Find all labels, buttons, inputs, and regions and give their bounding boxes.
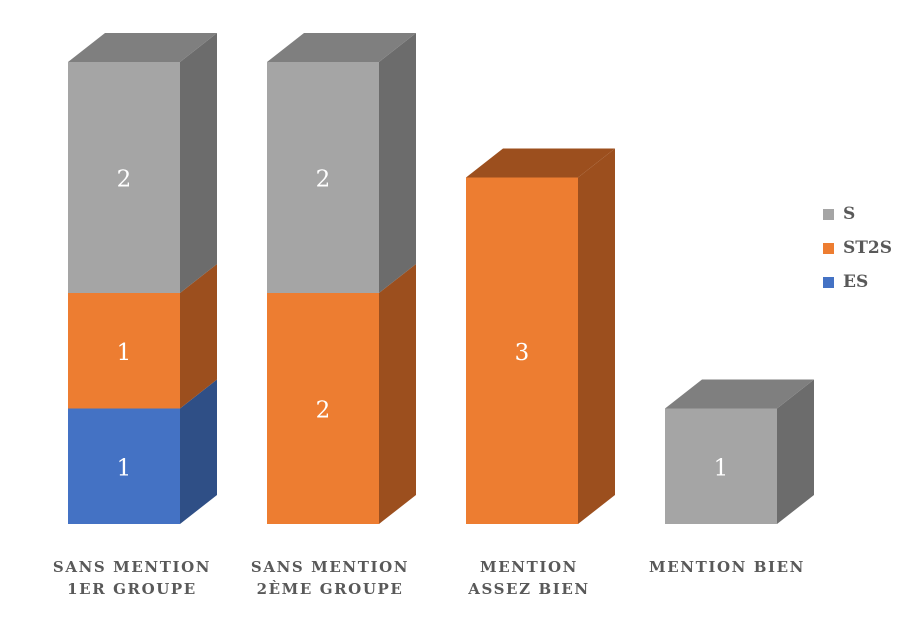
category-label-4: MENTION BIEN xyxy=(632,556,822,578)
category-label-3: MENTION ASSEZ BIEN xyxy=(434,556,624,600)
category-label-line: ASSEZ BIEN xyxy=(468,580,590,598)
bar-s-1 xyxy=(68,62,180,293)
category-label-line: MENTION BIEN xyxy=(649,558,805,576)
data-label-es-1: 1 xyxy=(117,455,132,481)
category-label-line: SANS MENTION xyxy=(250,558,410,576)
bar-side-st2s-3 xyxy=(578,148,615,524)
bar-top-s-1 xyxy=(68,33,217,62)
bar-st2s-2 xyxy=(267,293,379,524)
category-label-line: 1ER GROUPE xyxy=(67,580,197,598)
data-label-st2s-2: 2 xyxy=(316,398,331,424)
bar-group-4 xyxy=(665,379,814,524)
bar-group-1 xyxy=(68,33,217,524)
bar-top-st2s-3 xyxy=(466,148,615,178)
bar-st2s-1 xyxy=(68,293,180,409)
bar-side-st2s-1 xyxy=(180,264,217,409)
legend-item-st2s: ST2S xyxy=(823,231,892,265)
data-label-s-2: 2 xyxy=(316,167,331,193)
data-label-st2s-3: 3 xyxy=(515,340,530,366)
category-label-line: SANS MENTION xyxy=(52,558,212,576)
category-label-2: SANS MENTION 2ÈME GROUPE xyxy=(235,556,425,600)
legend-label: ST2S xyxy=(843,238,893,258)
bar-top-s-2 xyxy=(267,33,416,62)
bar-s-4 xyxy=(665,408,777,524)
legend-item-s: S xyxy=(823,197,892,231)
bar-top-s-4 xyxy=(665,379,814,409)
legend-swatch xyxy=(823,208,834,220)
data-label-s-1: 2 xyxy=(117,167,132,193)
legend-swatch xyxy=(823,242,834,254)
legend: S ST2S ES xyxy=(823,197,892,299)
category-label-line: MENTION xyxy=(480,558,578,576)
bar-s-2 xyxy=(267,62,379,293)
data-label-st2s-1: 1 xyxy=(117,340,132,366)
legend-label: ES xyxy=(843,272,869,292)
legend-item-es: ES xyxy=(823,265,892,299)
legend-swatch xyxy=(823,276,834,288)
bar-side-s-4 xyxy=(777,379,814,524)
bar-es-1 xyxy=(68,408,180,524)
data-label-s-4: 1 xyxy=(714,455,729,481)
bar-st2s-3 xyxy=(466,177,578,524)
bar-side-st2s-2 xyxy=(379,264,416,524)
bar-group-2 xyxy=(267,33,416,524)
bar-side-s-1 xyxy=(180,33,217,293)
category-label-line: 2ÈME GROUPE xyxy=(256,580,404,598)
bar-side-es-1 xyxy=(180,379,217,524)
legend-label: S xyxy=(843,204,856,224)
category-label-1: SANS MENTION 1ER GROUPE xyxy=(37,556,227,600)
bar-group-3 xyxy=(466,148,615,524)
bar-side-s-2 xyxy=(379,33,416,293)
